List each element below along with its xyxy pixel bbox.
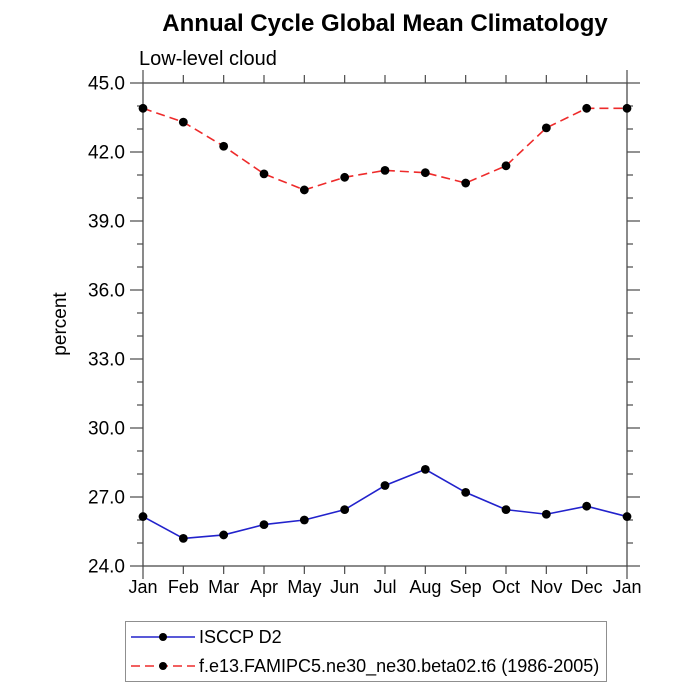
month-label: Jun xyxy=(330,577,359,597)
data-point-marker xyxy=(178,534,188,543)
y-axis-tick-label: 27.0 xyxy=(88,488,125,509)
data-point-marker xyxy=(299,185,309,195)
legend-marker xyxy=(159,662,167,671)
month-label: Oct xyxy=(492,577,520,597)
y-axis-tick-label: 45.0 xyxy=(88,74,125,95)
y-axis-tick-label: 33.0 xyxy=(88,350,125,371)
data-point-marker xyxy=(219,530,229,540)
legend-swatch-isccp-d2 xyxy=(131,632,195,641)
legend-item-label: ISCCP D2 xyxy=(199,626,282,647)
chart-subtitle: Low-level cloud xyxy=(139,48,277,70)
month-label: Jul xyxy=(373,577,396,597)
legend-item: ISCCP D2 xyxy=(126,622,606,652)
month-label: Sep xyxy=(450,577,482,597)
legend-item: f.e13.FAMIPC5.ne30_ne30.beta02.t6 (1986-… xyxy=(126,652,606,682)
month-label: Jan xyxy=(128,577,157,597)
data-point-marker xyxy=(622,103,632,113)
month-label: Aug xyxy=(409,577,441,597)
data-point-marker xyxy=(541,123,551,133)
chart-title: Annual Cycle Global Mean Climatology xyxy=(162,10,608,37)
data-point-marker xyxy=(501,505,511,515)
legend-item-label: f.e13.FAMIPC5.ne30_ne30.beta02.t6 (1986-… xyxy=(199,656,600,677)
data-point-marker xyxy=(461,178,471,188)
data-point-marker xyxy=(622,512,632,521)
series-line-0 xyxy=(142,468,628,540)
month-label: Feb xyxy=(168,577,199,597)
data-point-marker xyxy=(420,168,430,178)
data-point-marker xyxy=(138,512,148,521)
data-point-marker xyxy=(541,509,551,519)
data-point-marker xyxy=(219,141,229,151)
data-point-marker xyxy=(380,481,390,490)
data-point-marker xyxy=(461,488,471,497)
month-label: Mar xyxy=(208,577,239,597)
legend: ISCCP D2 f.e13.FAMIPC5.ne30_ne30.beta02.… xyxy=(125,621,607,682)
month-label: May xyxy=(287,577,321,597)
data-point-marker xyxy=(501,161,511,171)
data-point-marker xyxy=(299,515,309,525)
data-point-marker xyxy=(420,465,430,474)
y-axis-tick-label: 39.0 xyxy=(88,212,125,233)
month-label: Nov xyxy=(530,577,562,597)
month-label: Apr xyxy=(250,577,278,597)
y-axis-tick-label: 24.0 xyxy=(88,557,125,578)
month-label: Dec xyxy=(571,577,603,597)
y-axis-tick-label: 30.0 xyxy=(88,419,125,440)
data-point-marker xyxy=(340,505,350,515)
legend-swatch-model xyxy=(131,662,195,671)
axis-frame xyxy=(142,82,628,567)
data-point-marker xyxy=(582,103,592,113)
data-point-marker xyxy=(178,117,188,127)
data-point-marker xyxy=(259,520,269,529)
data-point-marker xyxy=(582,501,592,511)
data-point-marker xyxy=(380,166,390,175)
y-axis-tick-label: 42.0 xyxy=(88,143,125,164)
data-point-marker xyxy=(259,169,269,179)
series-line-1 xyxy=(142,107,627,191)
legend-marker xyxy=(159,632,167,641)
data-point-marker xyxy=(138,103,148,113)
data-point-marker xyxy=(340,172,350,182)
y-axis-title: percent xyxy=(50,292,71,356)
month-label: Jan xyxy=(612,577,641,597)
y-axis-tick-label: 36.0 xyxy=(88,281,125,302)
